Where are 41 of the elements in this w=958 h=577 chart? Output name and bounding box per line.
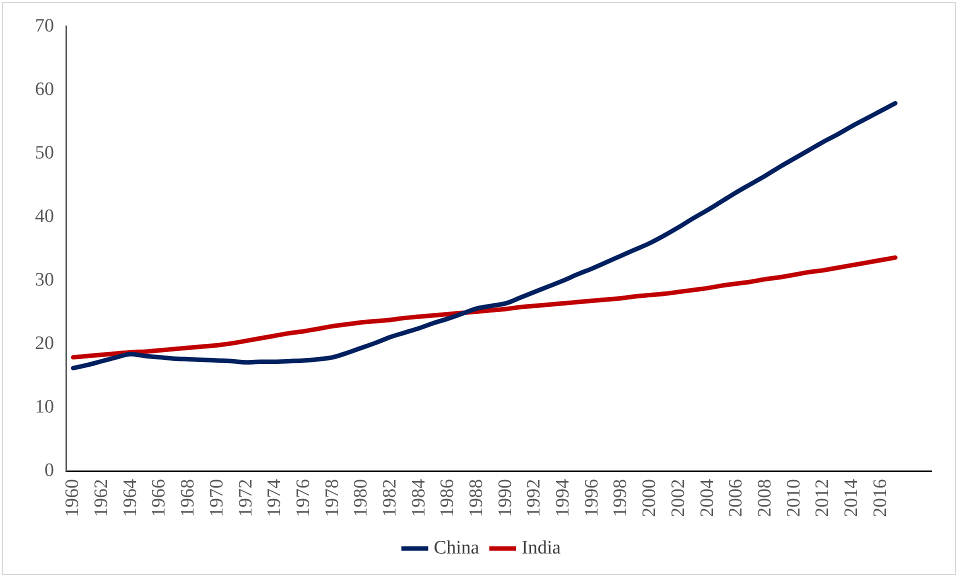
x-tick-label: 1992 [524,479,545,517]
line-series [70,101,898,370]
x-tick-label: 1980 [350,479,372,517]
y-tick-label: 0 [44,460,54,481]
x-tick-label: 1976 [292,479,314,517]
y-tick-label: 40 [35,206,54,227]
y-tick-label: 30 [35,269,54,290]
x-tick-label: 2002 [668,479,689,517]
x-tick-label: 2016 [870,479,891,517]
x-tick-label: 2012 [812,479,834,517]
x-tick-label: 1990 [494,479,516,517]
x-tick-label: 2010 [783,479,804,517]
x-tick-label: 1984 [408,478,430,517]
y-tick-label: 50 [35,142,54,164]
x-tick-label: 2000 [639,479,660,517]
x-tick-label: 1986 [437,479,458,517]
x-tick-label: 2014 [840,478,862,517]
x-tick-label: 1994 [552,478,574,517]
x-tick-label: 1962 [91,479,112,517]
x-tick-label: 1968 [178,479,199,517]
x-tick-label: 2008 [754,479,776,517]
x-tick-label: 2006 [726,479,747,517]
y-tick-label: 70 [35,15,54,36]
x-tick-label: 1974 [264,478,286,517]
line-series [70,255,898,360]
x-tick-label: 1996 [581,479,602,517]
x-tick-label: 2004 [696,478,718,517]
legend-label: China [434,537,480,558]
x-tick-label: 1960 [62,479,84,517]
x-tick-label: 1964 [120,478,141,517]
x-tick-label: 1998 [610,479,632,517]
y-tick-label: 60 [35,78,54,100]
x-tick-label: 1970 [206,479,228,517]
x-tick-label: 1966 [148,479,170,517]
x-tick-label: 1982 [379,479,400,517]
x-tick-label: 1972 [235,479,256,517]
x-tick-label: 1988 [466,479,488,517]
x-tick-label: 1978 [322,479,343,517]
legend-label: India [522,537,562,558]
y-tick-label: 10 [35,396,54,418]
y-tick-label: 20 [35,332,54,354]
